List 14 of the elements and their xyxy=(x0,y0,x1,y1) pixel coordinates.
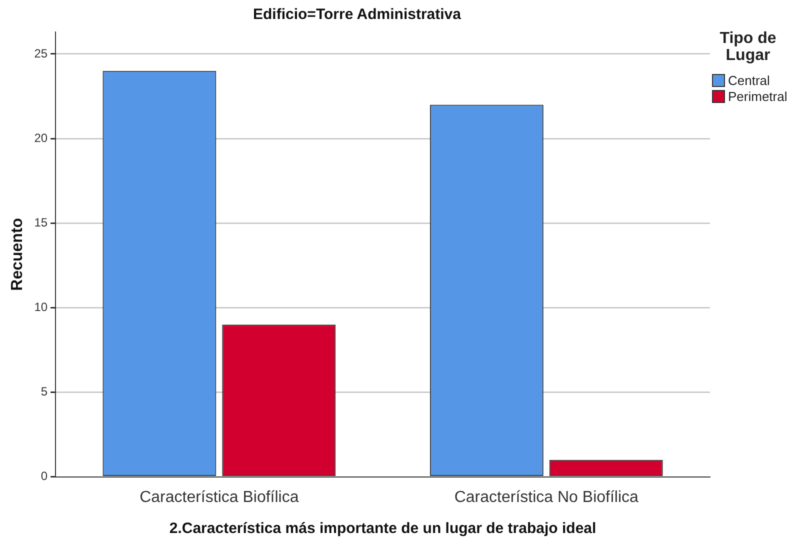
x-tick-label: Característica No Biofílica xyxy=(454,488,639,506)
legend-label: Perimetral xyxy=(728,88,788,104)
y-tick-label: 5 xyxy=(40,384,48,399)
x-axis-title: 2.Característica más importante de un lugar de trabajo ideal xyxy=(169,520,596,538)
y-tick-label: 0 xyxy=(40,469,48,484)
x-tick-label: Característica Biofílica xyxy=(140,488,299,506)
legend-title: Tipo de Lugar xyxy=(718,30,778,64)
legend-label: Central xyxy=(728,72,770,88)
y-tick-label: 10 xyxy=(34,300,48,314)
y-axis-title: Recuento xyxy=(9,218,26,291)
chart-title: Edificio=Torre Administrativa xyxy=(253,6,462,24)
y-tick-label: 15 xyxy=(34,215,48,230)
y-tick-label: 20 xyxy=(34,130,48,145)
y-tick-label: 25 xyxy=(34,46,48,60)
